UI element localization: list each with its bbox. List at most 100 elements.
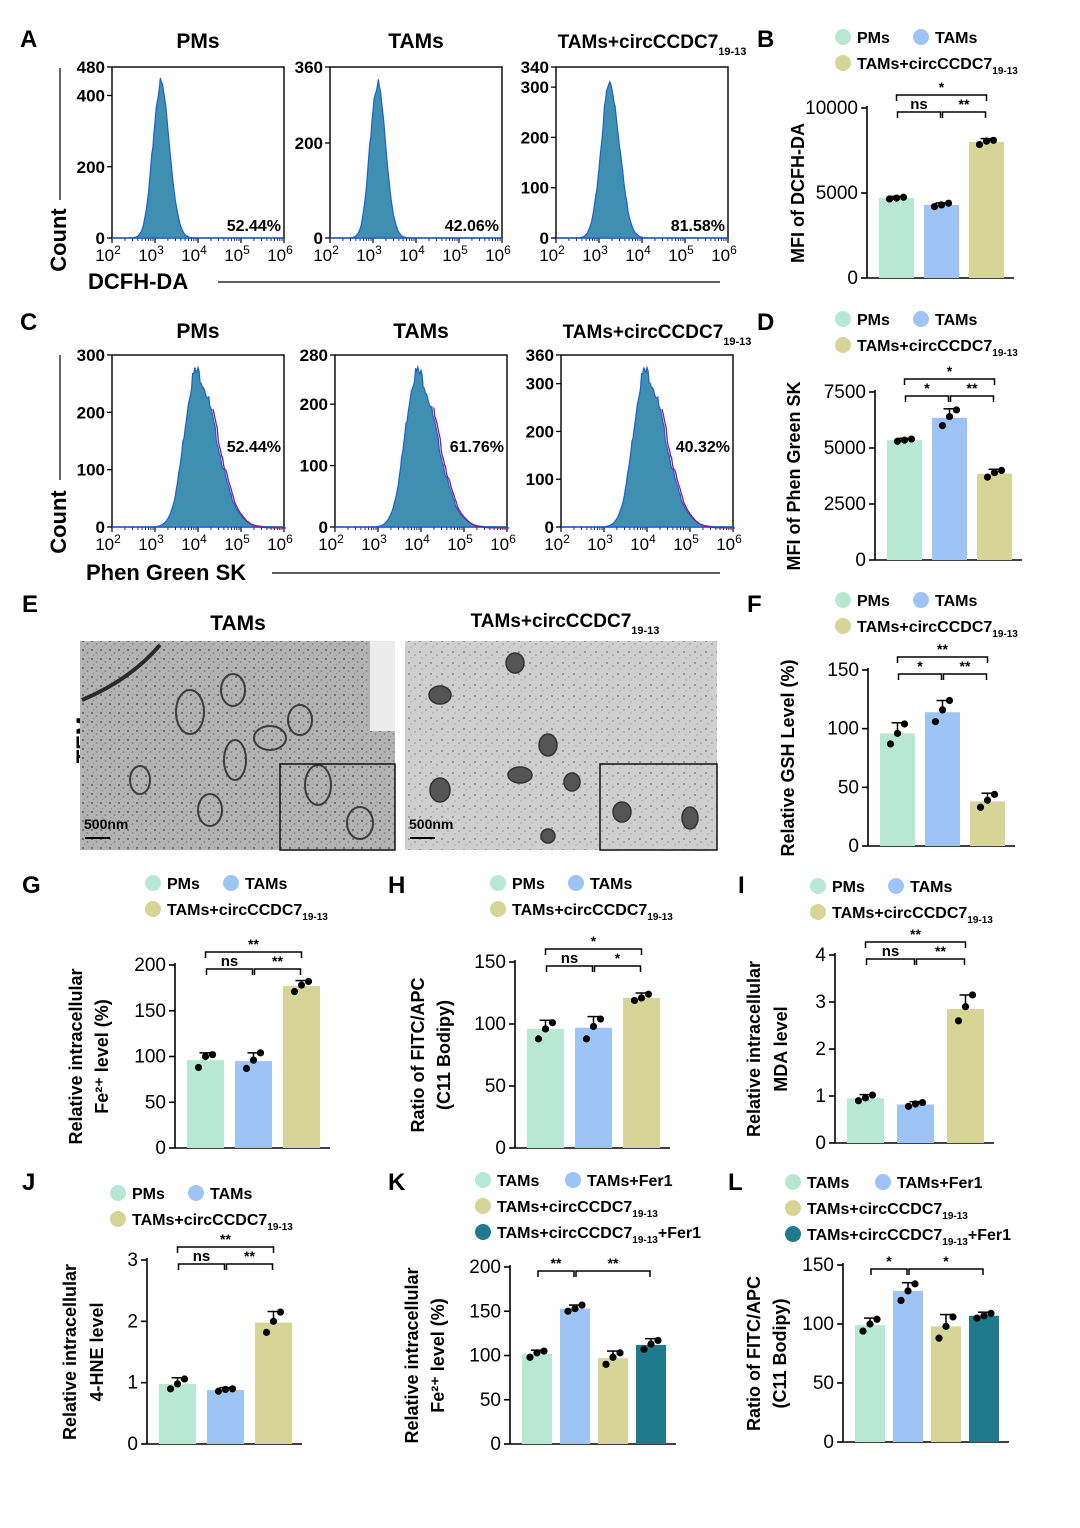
legend-swatch-tams <box>475 1172 491 1188</box>
x-tick-exponent: 6 <box>286 243 293 257</box>
significance-label: ** <box>967 380 978 396</box>
y-tick-label: 0 <box>540 229 549 248</box>
mitochondrion-shape <box>429 777 451 803</box>
bar <box>255 1322 292 1444</box>
panel-e-tem: TEM TAMs TAMs+circCCDC719-13 500nm <box>72 611 718 851</box>
mitochondrion-shape <box>304 764 332 806</box>
legend-label-circ-main: TAMs+circCCDC7 <box>832 905 967 922</box>
panel-letter-g: G <box>22 872 41 899</box>
x-tick-exponent: 5 <box>687 243 694 257</box>
data-point <box>961 1003 970 1011</box>
legend-label-circ: TAMs+circCCDC719-13 <box>497 1199 658 1220</box>
significance-label: ** <box>959 96 970 112</box>
bar <box>847 1098 884 1143</box>
gate-percentage: 40.32% <box>676 439 730 456</box>
significance-bracket <box>865 958 916 965</box>
legend-label-pms: PMs <box>857 312 890 329</box>
data-point <box>262 1328 271 1336</box>
y-tick-label: 100 <box>827 719 859 740</box>
plot-frame <box>555 66 729 239</box>
x-tick-label: 103 <box>361 532 387 554</box>
bar <box>969 1315 999 1442</box>
data-point <box>911 1280 919 1288</box>
legend-label-circ-sub: 19-13 <box>647 912 673 923</box>
legend-swatch-circ <box>110 1211 126 1227</box>
x-tick-exponent: 3 <box>375 243 382 257</box>
data-point <box>907 435 916 443</box>
legend-label-circ: TAMs+circCCDC719-13 <box>857 338 1018 359</box>
mitochondrion-shape <box>505 652 525 674</box>
data-point <box>221 1385 230 1394</box>
data-point <box>935 1334 943 1342</box>
data-point <box>564 1307 572 1315</box>
legend-label-circ: TAMs+circCCDC719-13 <box>512 902 673 923</box>
x-tick-label: 102 <box>318 532 344 554</box>
data-point <box>540 1347 548 1355</box>
legend-swatch-pms <box>810 878 826 894</box>
data-point <box>904 1287 912 1295</box>
significance-label: ** <box>220 1231 231 1247</box>
y-tick-label: 150 <box>802 1255 834 1276</box>
data-point <box>609 1353 617 1361</box>
data-point <box>987 1309 995 1317</box>
x-tick-label: 104 <box>399 243 425 265</box>
legend-swatch-tams <box>913 29 929 45</box>
x-tick-base: 10 <box>138 246 157 265</box>
tem-title-circ-sub: 19-13 <box>631 625 659 637</box>
y-tick-label: 50 <box>145 1092 166 1113</box>
legend-label-circ: TAMs+circCCDC719-13 <box>167 902 328 923</box>
legend-label-circ-main: TAMs+circCCDC7 <box>857 619 992 636</box>
bar <box>855 1325 885 1442</box>
y-tick-label: 100 <box>526 470 554 489</box>
significance-bracket <box>545 965 594 972</box>
y-tick-label: 340 <box>521 58 549 77</box>
y-tick-label: 150 <box>474 952 506 973</box>
data-point <box>640 1345 648 1353</box>
data-point <box>900 436 909 444</box>
x-tick-base: 10 <box>544 535 563 554</box>
y-tick-label: 200 <box>521 128 549 147</box>
data-point <box>854 1097 863 1105</box>
data-point <box>578 1301 586 1309</box>
x-tick-exponent: 4 <box>423 532 430 546</box>
legend-label-pms: PMs <box>857 30 890 47</box>
y-tick-label: 1 <box>815 1086 826 1107</box>
mitochondrion-shape <box>563 772 581 792</box>
y-tick-label: 100 <box>300 457 328 476</box>
data-point <box>304 977 313 986</box>
data-point <box>937 201 946 209</box>
bar <box>925 712 960 846</box>
data-point <box>952 406 961 414</box>
y-tick-label: 200 <box>300 395 328 414</box>
plot-title-sub: 19-13 <box>723 336 751 348</box>
chart-panel-l: TAMs TAMs+Fer1TAMs+circCCDC719-13TAMs+cir… <box>744 1174 1011 1453</box>
legend-swatch-tams <box>188 1185 204 1201</box>
x-tick-base: 10 <box>490 535 509 554</box>
y-tick-label: 100 <box>134 1047 166 1068</box>
data-point <box>548 1019 557 1027</box>
data-point <box>166 1385 175 1393</box>
data-point <box>938 706 947 714</box>
x-tick-exponent: 4 <box>644 243 651 257</box>
x-tick-label: 106 <box>711 243 737 265</box>
data-point <box>526 1353 534 1361</box>
tem-title-tams: TAMs <box>210 612 266 635</box>
x-tick-label: 106 <box>267 243 293 265</box>
significance-bracket <box>204 951 303 958</box>
y-axis-label: MFI of Phen Green SK <box>784 381 804 570</box>
significance-bracket <box>864 941 967 948</box>
x-tick-exponent: 3 <box>601 243 608 257</box>
y-tick-label: 0 <box>96 518 105 537</box>
significance-bracket <box>895 94 988 101</box>
legend-label-circ: TAMs+circCCDC719-13 <box>857 619 1018 640</box>
legend-label-circ-sub: 19-13 <box>992 629 1018 640</box>
x-tick-base: 10 <box>356 246 375 265</box>
x-tick-label: 102 <box>544 532 570 554</box>
legend-label-circ-sub: 19-13 <box>992 66 1018 77</box>
legend-label-circ-main: TAMs+circCCDC7 <box>167 902 302 919</box>
bar <box>527 1028 564 1148</box>
legend: PMs TAMs TAMs+circCCDC719-13 <box>145 875 328 923</box>
legend-label-tams: TAMs <box>497 1173 539 1190</box>
